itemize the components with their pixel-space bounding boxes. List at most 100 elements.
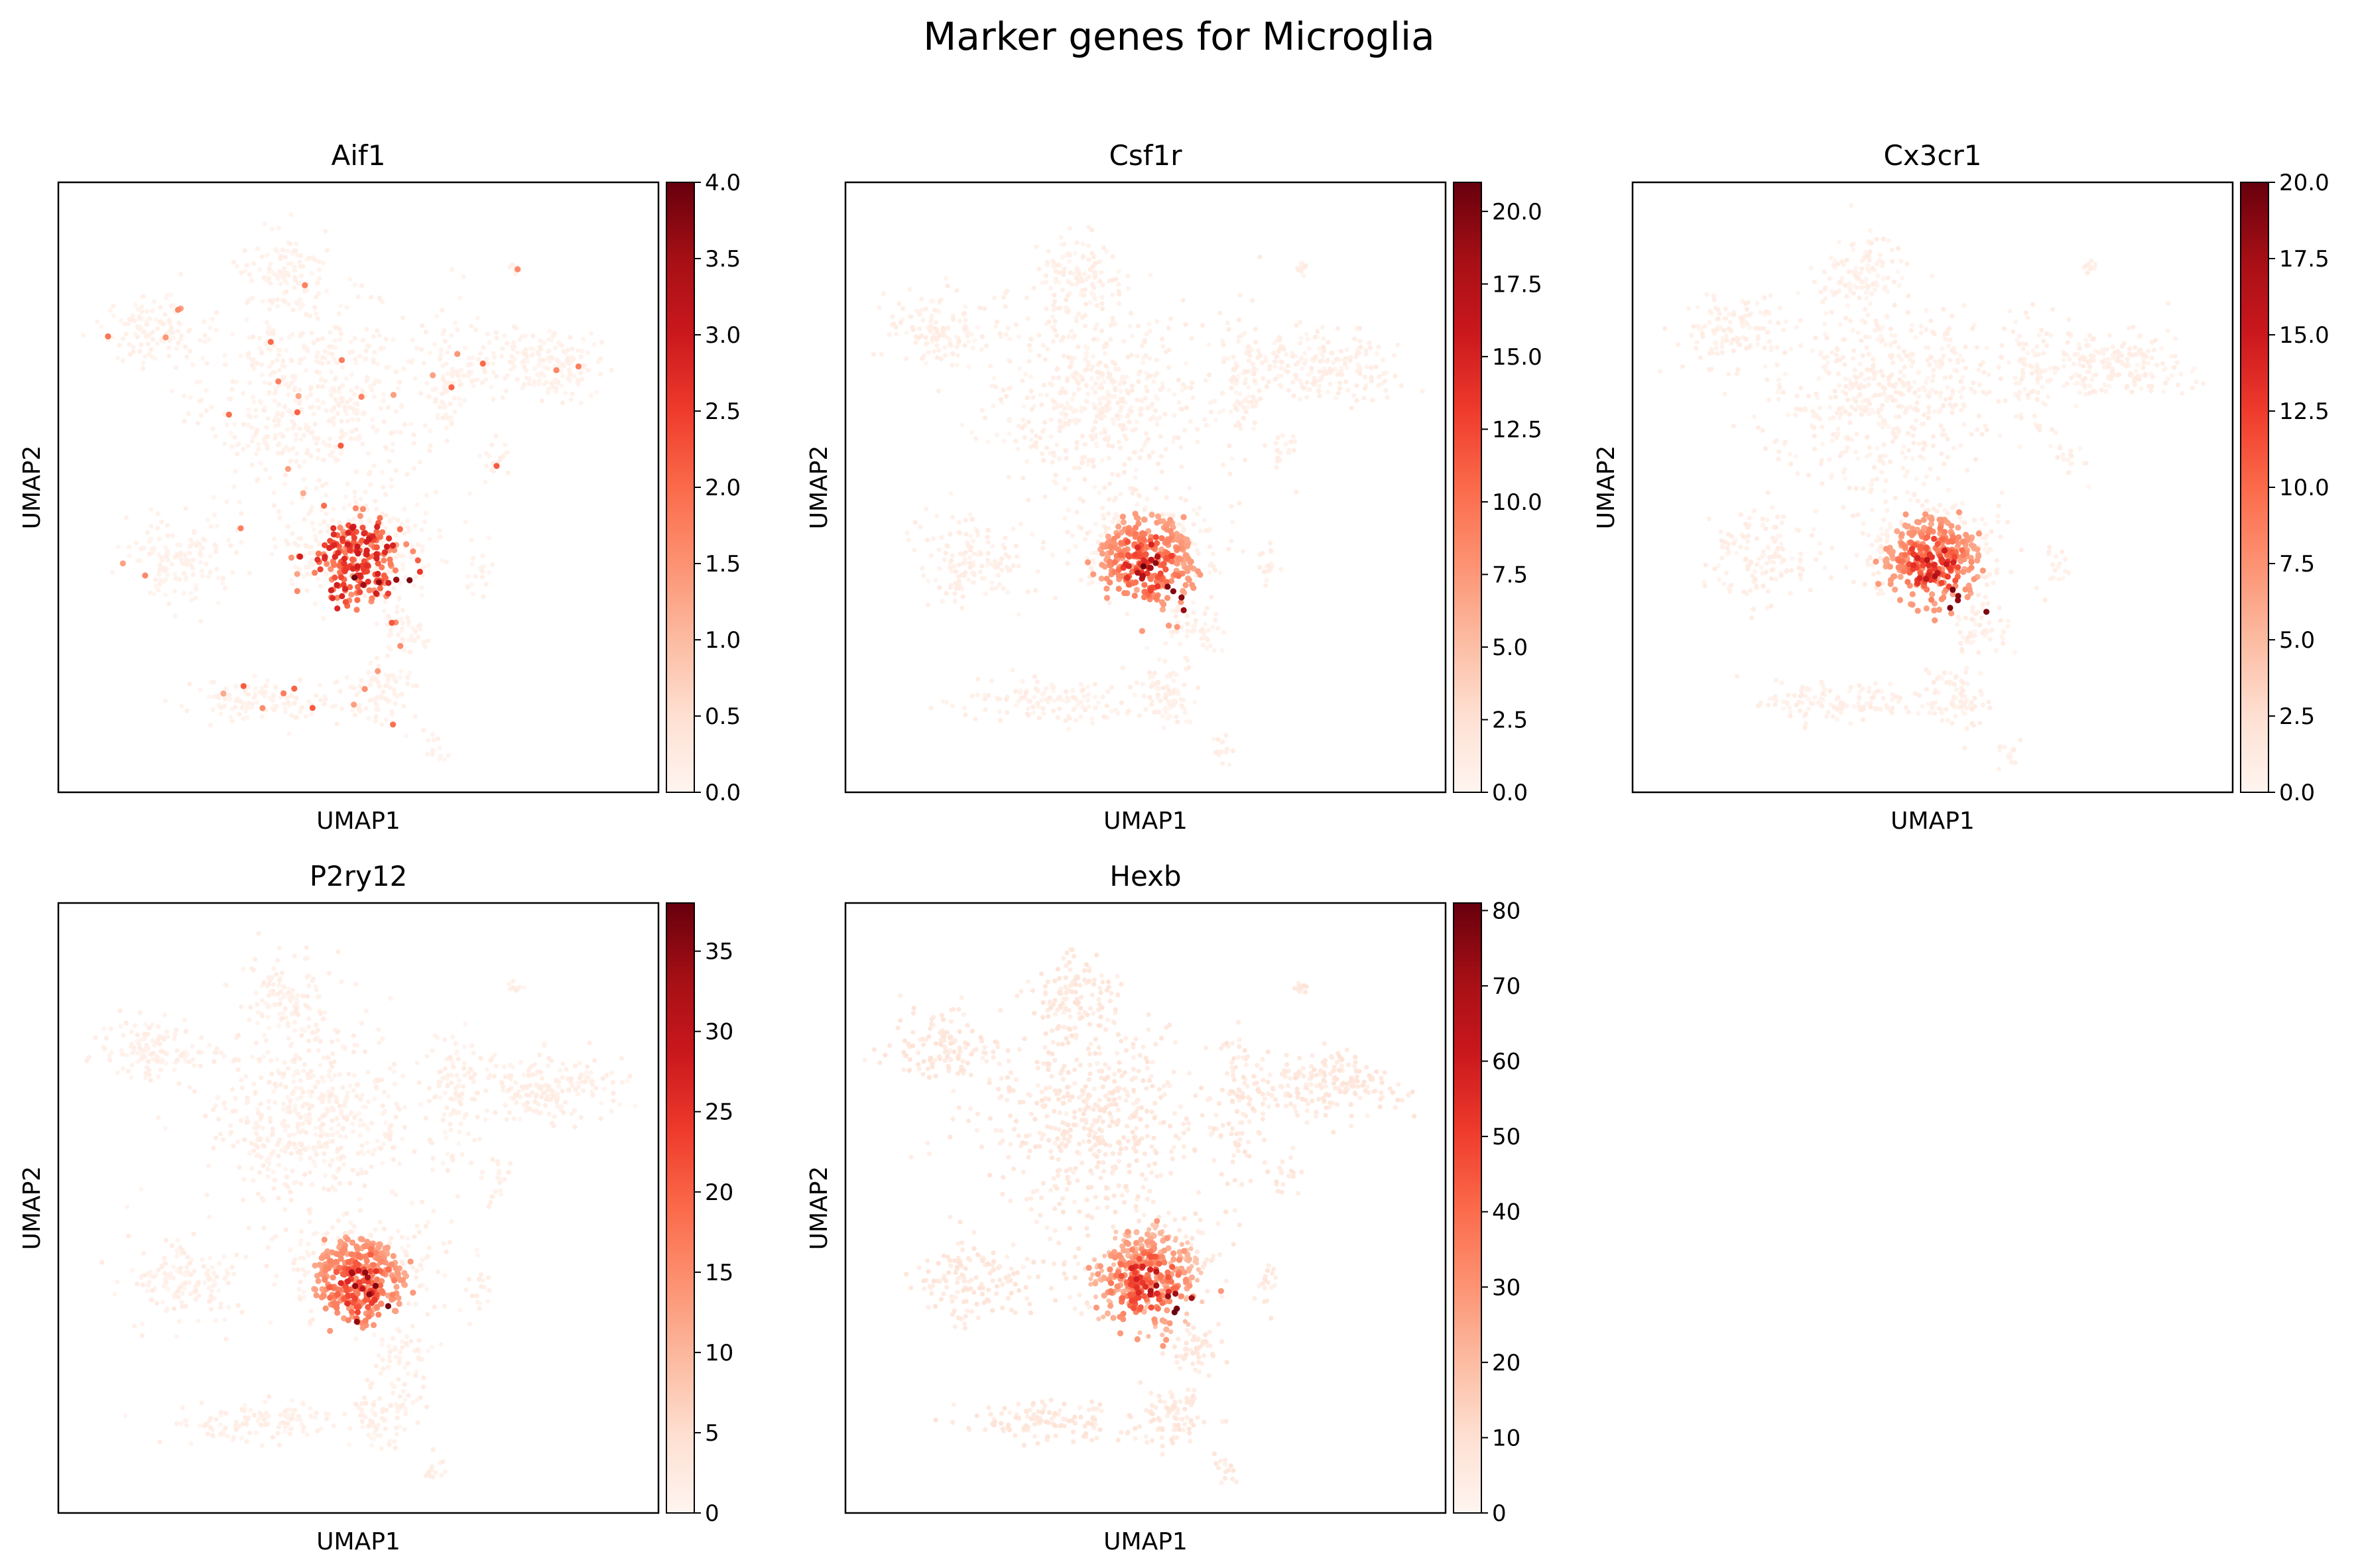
scatter-point bbox=[1042, 494, 1048, 499]
scatter-point bbox=[1774, 438, 1779, 443]
scatter-point bbox=[1920, 703, 1925, 709]
scatter-point bbox=[1237, 501, 1242, 506]
scatter-point bbox=[402, 507, 407, 512]
scatter-point bbox=[989, 580, 995, 585]
scatter-point bbox=[1182, 428, 1188, 433]
scatter-point bbox=[194, 583, 199, 588]
scatter-point bbox=[408, 359, 414, 365]
scatter-point bbox=[331, 507, 336, 512]
scatter-point bbox=[979, 347, 984, 352]
scatter-point bbox=[1784, 569, 1789, 574]
scatter-point bbox=[371, 334, 376, 339]
scatter-point bbox=[1850, 328, 1856, 333]
scatter-point bbox=[1393, 373, 1398, 379]
scatter-point bbox=[1707, 320, 1712, 325]
scatter-point bbox=[373, 544, 380, 551]
scatter-point bbox=[1054, 333, 1060, 338]
scatter-point bbox=[1926, 410, 1932, 415]
scatter-point bbox=[373, 714, 379, 719]
scatter-point bbox=[270, 360, 275, 365]
scatter-point bbox=[458, 402, 463, 407]
scatter-point bbox=[1145, 436, 1151, 442]
scatter-point bbox=[1259, 360, 1265, 366]
scatter-point bbox=[1978, 671, 1983, 676]
scatter-point bbox=[1100, 282, 1105, 288]
scatter-point bbox=[118, 318, 124, 323]
scatter-point bbox=[220, 690, 227, 697]
scatter-point bbox=[397, 642, 404, 650]
scatter-point bbox=[1067, 418, 1072, 424]
scatter-point bbox=[1093, 419, 1098, 424]
scatter-point bbox=[1115, 473, 1121, 478]
scatter-point bbox=[450, 373, 455, 379]
scatter-point bbox=[381, 392, 387, 397]
scatter-point bbox=[1110, 316, 1115, 321]
scatter-point bbox=[290, 332, 295, 337]
scatter-point bbox=[1383, 388, 1389, 393]
scatter-point bbox=[1896, 353, 1901, 359]
scatter-point bbox=[259, 714, 265, 719]
scatter-point bbox=[1237, 391, 1243, 397]
scatter-point bbox=[251, 399, 257, 405]
scatter-point bbox=[1253, 339, 1258, 345]
scatter-point bbox=[2087, 333, 2092, 338]
scatter-point bbox=[239, 705, 245, 711]
scatter-point bbox=[1843, 449, 1848, 454]
scatter-point bbox=[1866, 351, 1871, 357]
scatter-point bbox=[1034, 440, 1039, 446]
scatter-point bbox=[430, 751, 435, 756]
scatter-point bbox=[1808, 265, 1814, 271]
scatter-point bbox=[1367, 340, 1372, 345]
scatter-point bbox=[1246, 344, 1251, 349]
scatter-point bbox=[342, 599, 349, 605]
scatter-point bbox=[172, 554, 178, 560]
scatter-point bbox=[1036, 333, 1042, 338]
scatter-point bbox=[1999, 343, 2005, 348]
scatter-point bbox=[359, 678, 364, 683]
scatter-point bbox=[1072, 392, 1077, 397]
scatter-point bbox=[2041, 351, 2046, 356]
scatter-point bbox=[967, 560, 973, 566]
scatter-point bbox=[1147, 695, 1152, 700]
scatter-point bbox=[920, 318, 926, 323]
scatter-point bbox=[401, 703, 406, 709]
scatter-point bbox=[2015, 394, 2020, 399]
scatter-point bbox=[246, 351, 251, 356]
scatter-point bbox=[898, 320, 903, 326]
scatter-point bbox=[1869, 507, 1875, 513]
scatter-point bbox=[1098, 533, 1103, 538]
scatter-point bbox=[1171, 629, 1176, 634]
scatter-point bbox=[479, 360, 486, 367]
scatter-point bbox=[1116, 301, 1121, 306]
scatter-point bbox=[945, 283, 950, 288]
scatter-point bbox=[1241, 404, 1247, 410]
scatter-point bbox=[214, 566, 219, 572]
scatter-point bbox=[2007, 360, 2012, 366]
scatter-point bbox=[1066, 477, 1071, 483]
scatter-point bbox=[361, 530, 367, 537]
scatter-point bbox=[1932, 359, 1938, 364]
scatter-point bbox=[1152, 408, 1158, 414]
scatter-point bbox=[1885, 528, 1890, 534]
scatter-point bbox=[1970, 605, 1975, 610]
scatter-point bbox=[1781, 514, 1786, 519]
scatter-point bbox=[339, 448, 344, 453]
scatter-point bbox=[1221, 359, 1226, 365]
scatter-point bbox=[1723, 570, 1729, 575]
scatter-point bbox=[292, 422, 297, 427]
scatter-point bbox=[475, 315, 480, 321]
scatter-point bbox=[162, 334, 169, 341]
scatter-point bbox=[1723, 306, 1728, 312]
scatter-point bbox=[1163, 640, 1168, 646]
scatter-point bbox=[1726, 371, 1731, 377]
scatter-point bbox=[1855, 330, 1861, 335]
scatter-point bbox=[395, 386, 401, 391]
scatter-point bbox=[1840, 355, 1846, 360]
scatter-point bbox=[1924, 474, 1930, 479]
scatter-point bbox=[1029, 428, 1034, 434]
scatter-point bbox=[1859, 371, 1864, 377]
scatter-point bbox=[956, 353, 961, 358]
scatter-point bbox=[1133, 524, 1139, 531]
scatter-point bbox=[237, 525, 244, 532]
scatter-point bbox=[1107, 497, 1112, 502]
